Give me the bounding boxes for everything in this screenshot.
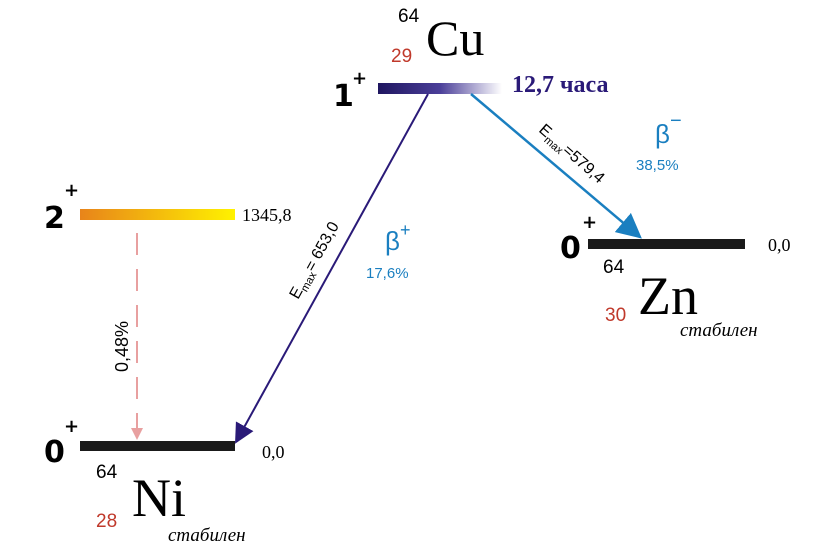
ni-level-parity: + (64, 416, 79, 437)
zn-level-parity: + (582, 212, 597, 233)
zn-status: стабилен (680, 320, 758, 341)
ni-level-2 (80, 209, 235, 220)
ni-level-spin: 2 (44, 201, 65, 236)
beta-minus-arrow (470, 93, 642, 239)
particle: β (385, 226, 400, 256)
zn-level-0 (588, 239, 745, 249)
beta-plus-arrow (235, 93, 429, 444)
zn-level-energy: 0,0 (768, 235, 791, 255)
beta-plus-symbol: β+ (385, 220, 410, 256)
particle: β (655, 119, 670, 149)
ni-level-0 (80, 441, 235, 451)
beta-minus-intensity: 38,5% (636, 157, 679, 174)
gamma-intensity: 0,48% (112, 321, 132, 372)
ni-level-spin: 0 (44, 435, 65, 470)
ni-mass: 64 (96, 462, 118, 483)
zn-z: 30 (605, 305, 626, 326)
ni-status: стабилен (168, 525, 246, 546)
ni-level-energy: 0,0 (262, 442, 285, 462)
ni-symbol: Ni (132, 468, 186, 528)
half-life: 12,7 часа (512, 72, 608, 98)
emax-value: =579,4 (559, 142, 607, 187)
cu-spin: 1 (333, 79, 354, 114)
ni-level-parity: + (64, 180, 79, 201)
cu-level (378, 83, 502, 94)
cu-z: 29 (391, 46, 412, 67)
zn-level-spin: 0 (560, 231, 581, 266)
charge: − (670, 110, 682, 132)
ni-level-energy: 1345,8 (242, 205, 292, 225)
charge: + (400, 220, 411, 240)
beta-minus-symbol: β− (655, 110, 682, 149)
cu-mass: 64 (398, 6, 420, 27)
zn-symbol: Zn (638, 266, 698, 326)
ni-z: 28 (96, 511, 117, 532)
beta-plus-intensity: 17,6% (366, 265, 409, 282)
gamma-arrow-head (131, 428, 143, 440)
cu-parity: + (352, 68, 367, 89)
zn-mass: 64 (603, 257, 625, 278)
cu-symbol: Cu (426, 10, 484, 66)
emax-value: = 653,0 (302, 219, 343, 274)
